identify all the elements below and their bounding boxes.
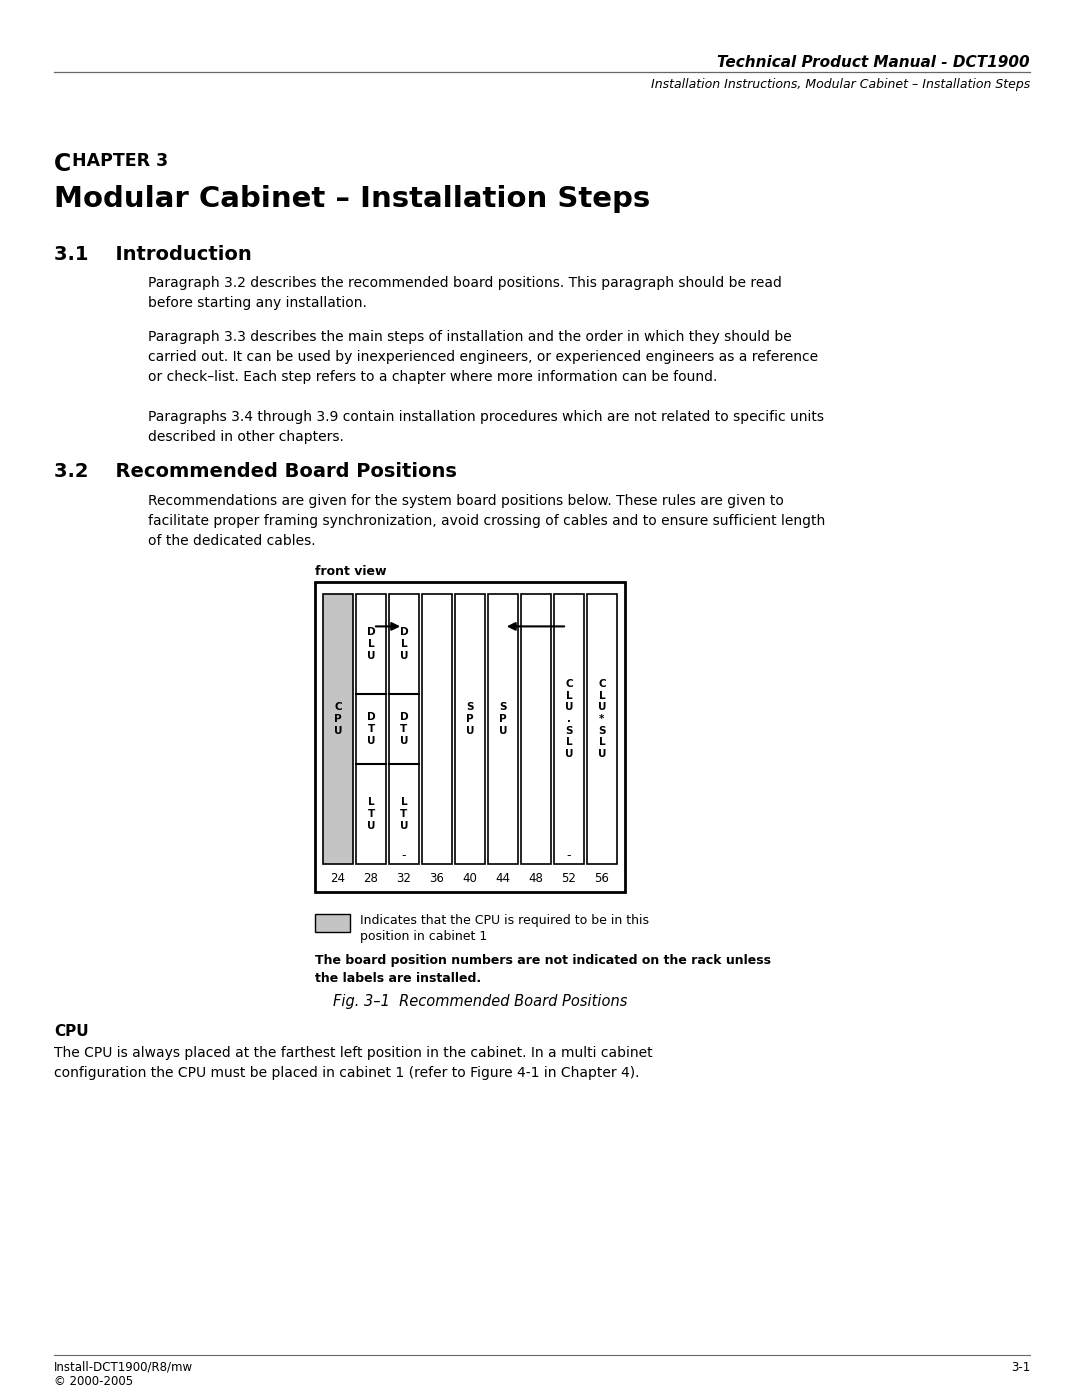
Text: 40: 40 [462, 872, 477, 886]
Text: 3.2    Recommended Board Positions: 3.2 Recommended Board Positions [54, 462, 457, 481]
Text: © 2000-2005: © 2000-2005 [54, 1375, 133, 1389]
Bar [488, 594, 518, 863]
Bar [315, 583, 625, 893]
Text: S
P
U: S P U [499, 703, 508, 736]
Text: Installation Instructions, Modular Cabinet – Installation Steps: Installation Instructions, Modular Cabin… [651, 78, 1030, 91]
Text: Recommendations are given for the system board positions below. These rules are : Recommendations are given for the system… [148, 495, 825, 548]
Text: The board position numbers are not indicated on the rack unless
the labels are i: The board position numbers are not indic… [315, 954, 771, 985]
Text: 3.1    Introduction: 3.1 Introduction [54, 244, 252, 264]
Text: 56: 56 [595, 872, 609, 886]
Text: C: C [54, 152, 71, 176]
Text: position in cabinet 1: position in cabinet 1 [360, 930, 487, 943]
Text: Technical Product Manual - DCT1900: Technical Product Manual - DCT1900 [717, 54, 1030, 70]
Text: CPU: CPU [54, 1024, 89, 1039]
Text: L
T
U: L T U [400, 798, 408, 831]
Text: Modular Cabinet – Installation Steps: Modular Cabinet – Installation Steps [54, 184, 650, 212]
Text: D
L
U: D L U [400, 627, 408, 661]
Text: 44: 44 [496, 872, 511, 886]
Text: 28: 28 [364, 872, 378, 886]
Text: Fig. 3–1  Recommended Board Positions: Fig. 3–1 Recommended Board Positions [333, 995, 627, 1009]
Bar [422, 594, 453, 863]
Text: Paragraph 3.2 describes the recommended board positions. This paragraph should b: Paragraph 3.2 describes the recommended … [148, 277, 782, 310]
Bar [315, 914, 350, 932]
Text: L
T
U: L T U [367, 798, 375, 831]
Bar [455, 594, 485, 863]
Text: -: - [567, 849, 571, 862]
Text: D
T
U: D T U [400, 712, 408, 746]
Text: Install-DCT1900/R8/mw: Install-DCT1900/R8/mw [54, 1361, 193, 1375]
Text: Paragraph 3.3 describes the main steps of installation and the order in which th: Paragraph 3.3 describes the main steps o… [148, 330, 819, 384]
Text: D
T
U: D T U [367, 712, 376, 746]
Text: -: - [402, 849, 406, 862]
Bar [389, 594, 419, 863]
Text: front view: front view [315, 564, 387, 578]
Bar [554, 594, 584, 863]
Text: 48: 48 [528, 872, 543, 886]
Text: S
P
U: S P U [465, 703, 474, 736]
Text: C
P
U: C P U [334, 703, 342, 736]
Bar [323, 594, 353, 863]
Text: HAPTER 3: HAPTER 3 [72, 152, 168, 170]
Text: 3-1: 3-1 [1011, 1361, 1030, 1375]
Text: C
L
U
.
S
L
U: C L U . S L U [565, 679, 573, 759]
Text: 36: 36 [430, 872, 445, 886]
Text: Indicates that the CPU is required to be in this: Indicates that the CPU is required to be… [360, 914, 649, 928]
Text: 24: 24 [330, 872, 346, 886]
Bar [588, 594, 617, 863]
Bar [521, 594, 551, 863]
Text: 32: 32 [396, 872, 411, 886]
Text: C
L
U
*
S
L
U: C L U * S L U [597, 679, 606, 759]
Text: D
L
U: D L U [367, 627, 376, 661]
Text: Paragraphs 3.4 through 3.9 contain installation procedures which are not related: Paragraphs 3.4 through 3.9 contain insta… [148, 409, 824, 444]
Text: The CPU is always placed at the farthest left position in the cabinet. In a mult: The CPU is always placed at the farthest… [54, 1046, 652, 1080]
Text: 52: 52 [562, 872, 577, 886]
Bar [356, 594, 386, 863]
